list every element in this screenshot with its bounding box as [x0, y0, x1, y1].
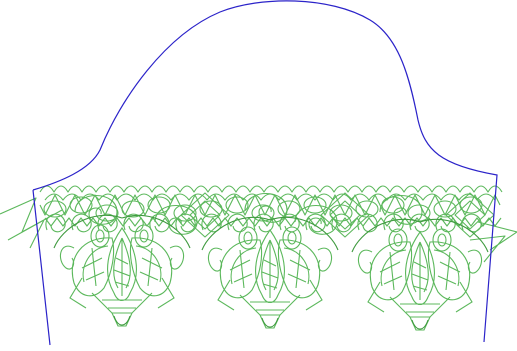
sleeve-outline: [32, 0, 498, 346]
sleeve-outline-layer: [32, 0, 498, 346]
lace-drop-motif-2: [207, 226, 333, 329]
lace-drop-motif-1: [59, 224, 185, 327]
lace-motif-veins-2: [201, 216, 339, 328]
lace-motif-veins-3: [351, 218, 489, 330]
lace-top-band: [39, 185, 503, 238]
lace-motif-veins-1: [53, 214, 191, 326]
lace-embroidery-layer: [0, 185, 517, 331]
lace-drop-motif-3: [357, 228, 483, 331]
